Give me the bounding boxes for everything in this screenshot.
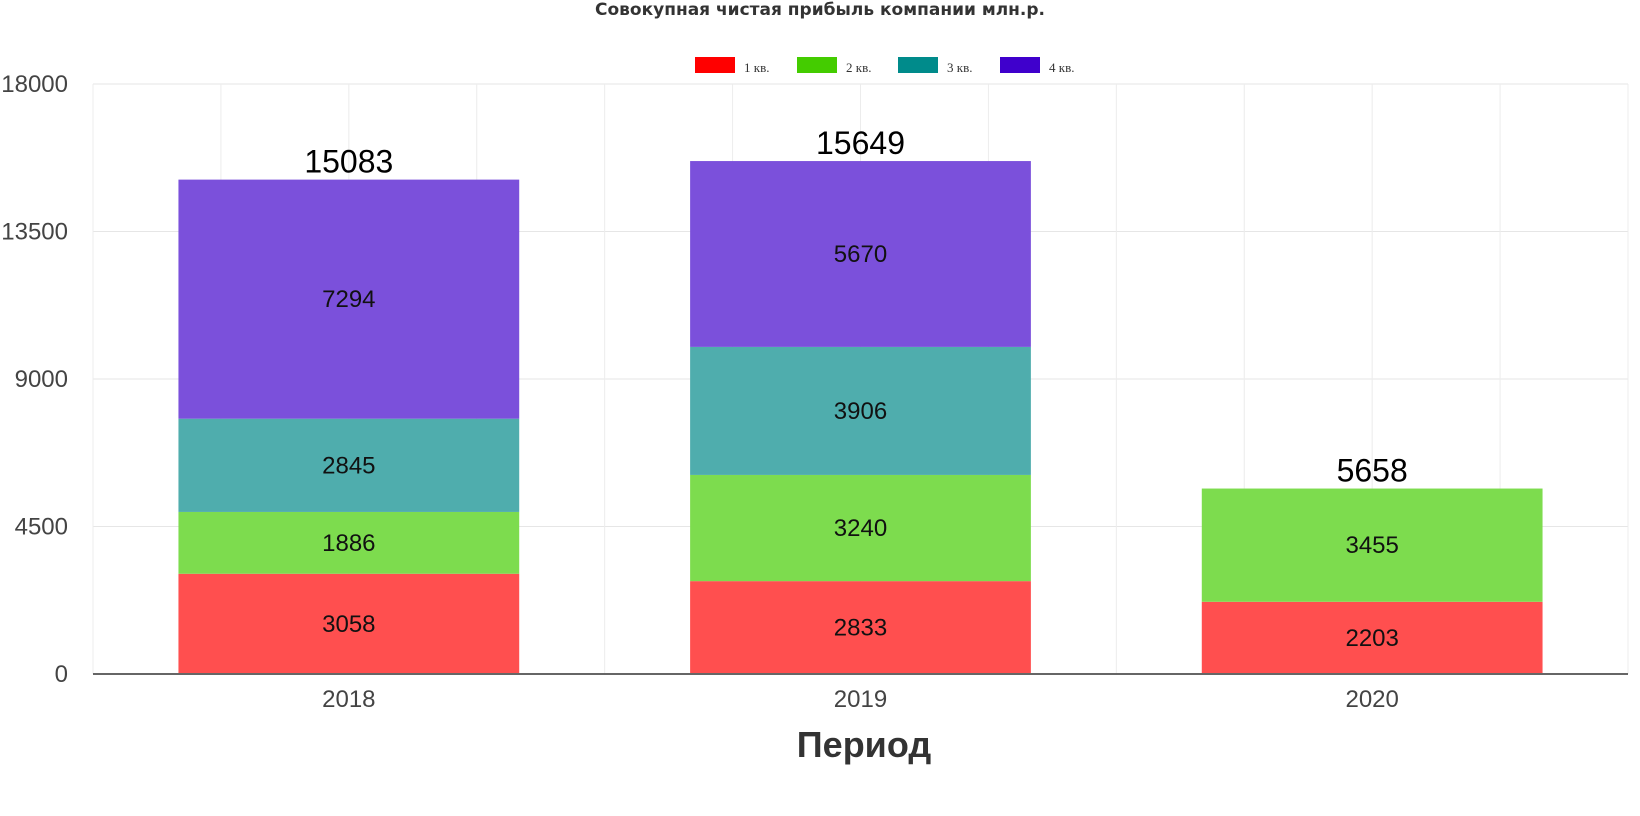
x-tick-label: 2020 <box>1345 686 1398 713</box>
x-axis-title: Период <box>797 724 932 765</box>
y-tick-label: 18000 <box>1 71 68 98</box>
legend-swatch-q4[interactable] <box>1000 57 1040 73</box>
legend-swatch-q3[interactable] <box>898 57 938 73</box>
bar-segment-2018-q1[interactable] <box>178 573 520 674</box>
legend: 1 кв. 2 кв. 3 кв. 4 кв. <box>695 57 1074 75</box>
axes: 0 4500 9000 13500 18000 <box>1 71 1628 688</box>
bar-segment-2019-q4[interactable] <box>690 161 1031 347</box>
y-tick-label: 4500 <box>15 514 68 541</box>
legend-label-q4[interactable]: 4 кв. <box>1049 60 1074 75</box>
bar-segment-label: 3906 <box>834 398 887 425</box>
chart-title: Совокупная чистая прибыль компании млн.р… <box>595 0 1045 20</box>
x-tick-label: 2018 <box>322 686 375 713</box>
bar-segment-2020-q1[interactable] <box>1201 601 1543 674</box>
bars: 3058 1886 2845 7294 15083 2018 2833 3240 3906 567… <box>178 125 1543 713</box>
legend-label-q3[interactable]: 3 кв. <box>947 60 972 75</box>
bar-segment-2019-q1[interactable] <box>690 581 1031 674</box>
bar-segment-label: 3240 <box>834 515 887 542</box>
bar-segment-2019-q2[interactable] <box>690 474 1031 582</box>
bar-total-label: 15649 <box>816 125 905 161</box>
bar-total-label: 15083 <box>304 144 393 180</box>
bar-segment-2018-q2[interactable] <box>178 511 520 574</box>
y-tick-label: 9000 <box>15 366 68 393</box>
bar-segment-label: 1886 <box>322 530 375 557</box>
bar-segment-2020-q2[interactable] <box>1201 488 1543 602</box>
legend-label-q2[interactable]: 2 кв. <box>846 60 871 75</box>
bar-segment-label: 7294 <box>322 286 375 313</box>
y-tick-label: 0 <box>55 661 68 688</box>
bar-segment-label: 2845 <box>322 452 375 479</box>
bar-segment-label: 2203 <box>1345 625 1398 652</box>
legend-swatch-q2[interactable] <box>797 57 837 73</box>
y-tick-label: 13500 <box>1 219 68 246</box>
legend-label-q1[interactable]: 1 кв. <box>744 60 769 75</box>
x-tick-label: 2019 <box>834 686 887 713</box>
bar-segment-2018-q3[interactable] <box>178 418 520 512</box>
legend-swatch-q1[interactable] <box>695 57 735 73</box>
bar-segment-2019-q3[interactable] <box>690 346 1031 475</box>
bar-total-label: 5658 <box>1337 453 1408 489</box>
bar-segment-2018-q4[interactable] <box>178 179 520 419</box>
bar-segment-label: 3455 <box>1345 532 1398 559</box>
bar-segment-label: 5670 <box>834 241 887 268</box>
bar-segment-label: 2833 <box>834 615 887 642</box>
bar-segment-label: 3058 <box>322 611 375 638</box>
